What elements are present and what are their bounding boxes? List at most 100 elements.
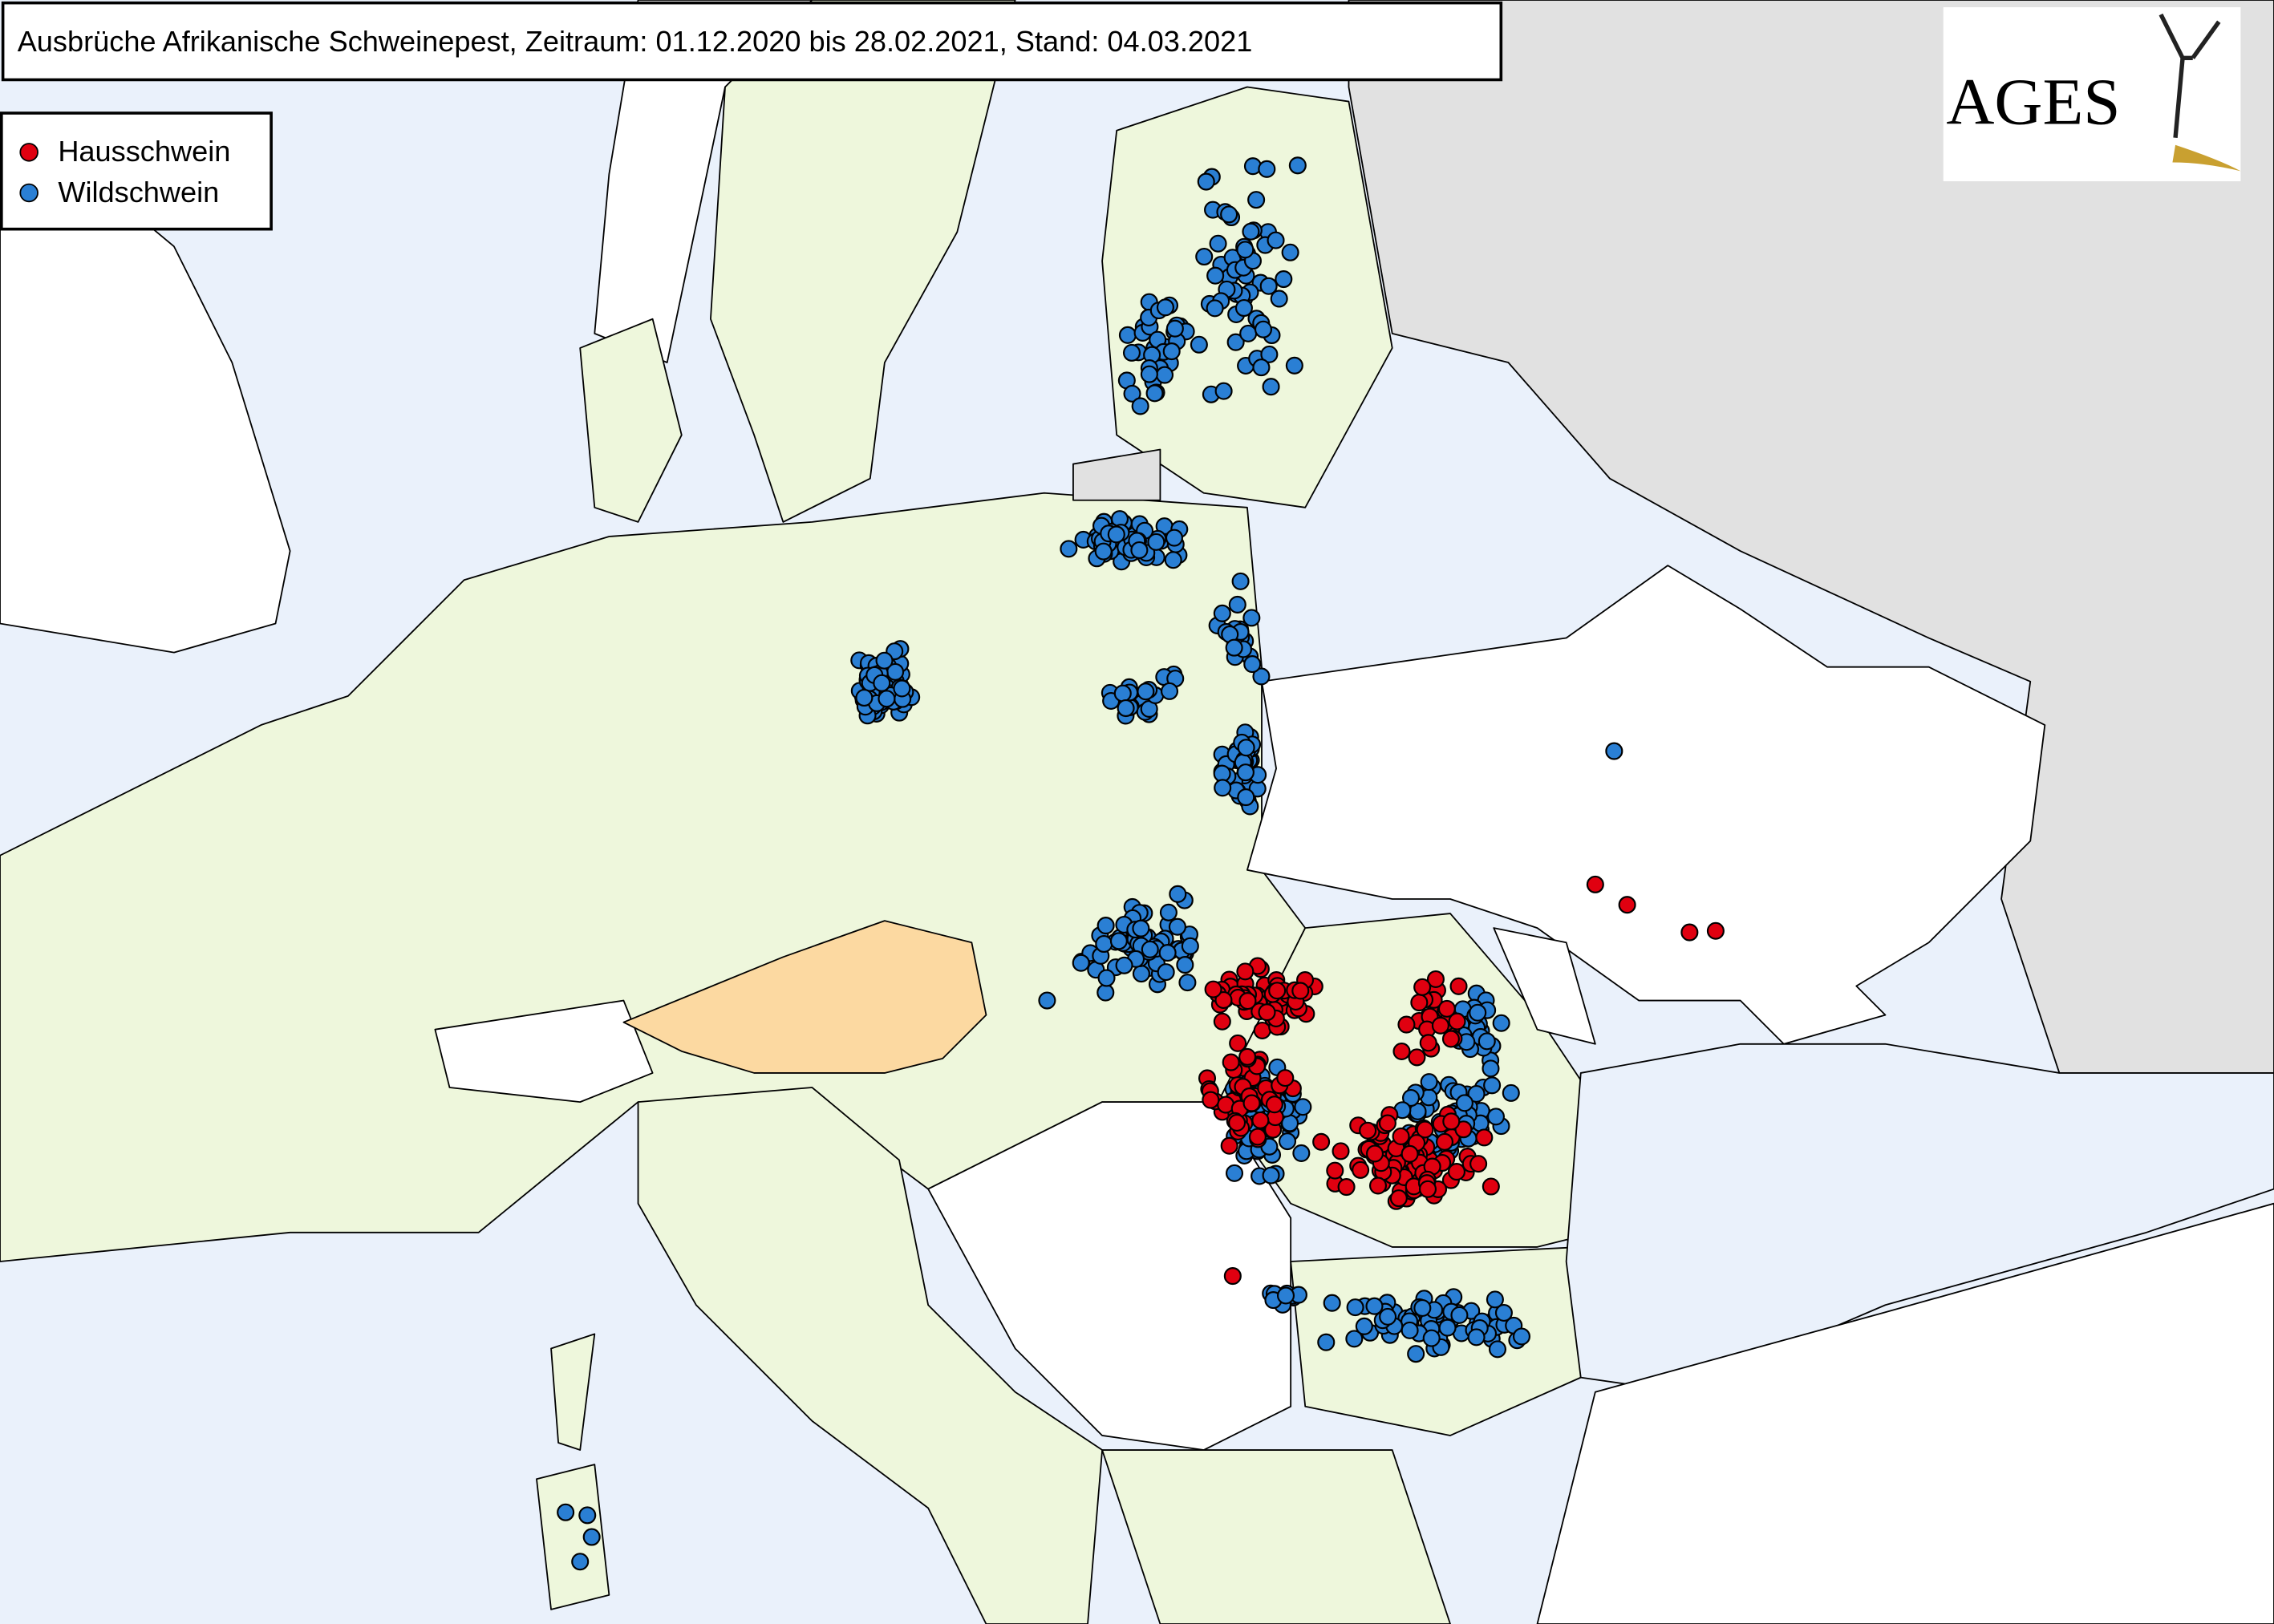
outbreak-wild xyxy=(1236,763,1255,782)
outbreak-wild xyxy=(1294,1098,1312,1116)
outbreak-domestic xyxy=(1238,1047,1257,1066)
outbreak-domestic xyxy=(1276,1069,1295,1087)
outbreak-wild xyxy=(1147,533,1165,551)
outbreak-wild xyxy=(1157,963,1175,982)
outbreak-domestic xyxy=(1449,977,1468,995)
outbreak-wild xyxy=(1162,342,1181,361)
outbreak-wild xyxy=(1483,1076,1502,1095)
outbreak-wild xyxy=(1195,247,1214,266)
logo-text: AGES xyxy=(1946,65,2120,139)
outbreak-domestic xyxy=(1447,1163,1466,1181)
outbreak-domestic xyxy=(1392,1127,1410,1145)
outbreak-wild xyxy=(1494,1303,1513,1322)
outbreak-wild xyxy=(1169,885,1187,903)
outbreak-domestic xyxy=(1482,1177,1500,1196)
legend-label: Wildschwein xyxy=(58,176,219,209)
outbreak-domestic xyxy=(1213,1012,1231,1031)
outbreak-wild xyxy=(1492,1014,1510,1032)
outbreak-wild xyxy=(1181,937,1199,955)
outbreak-wild xyxy=(1288,156,1307,175)
outbreak-wild xyxy=(1455,1094,1473,1112)
outbreak-wild xyxy=(1512,1327,1531,1346)
outbreak-wild xyxy=(1190,335,1208,354)
outbreak-wild xyxy=(1438,1318,1457,1337)
outbreak-wild xyxy=(1140,365,1158,383)
outbreak-domestic xyxy=(1326,1161,1344,1180)
outbreak-wild xyxy=(1107,525,1125,544)
outbreak-wild xyxy=(1243,655,1262,674)
title: Ausbrüche Afrikanische Schweinepest, Zei… xyxy=(18,25,1253,58)
norway xyxy=(594,0,813,363)
outbreak-wild xyxy=(1130,541,1149,559)
outbreak-wild xyxy=(1132,965,1150,983)
outbreak-wild xyxy=(1267,231,1285,249)
outbreak-domestic xyxy=(1408,1048,1426,1067)
outbreak-wild xyxy=(1262,1166,1280,1185)
outbreak-wild xyxy=(1160,682,1179,700)
outbreak-wild xyxy=(1165,529,1183,547)
outbreak-wild xyxy=(1605,742,1623,760)
outbreak-wild xyxy=(1178,974,1197,992)
outbreak-wild xyxy=(1355,1317,1373,1335)
outbreak-wild xyxy=(1097,969,1116,987)
outbreak-wild xyxy=(1346,1298,1364,1317)
outbreak-domestic xyxy=(1365,1144,1384,1163)
outbreak-wild xyxy=(1420,1073,1438,1091)
outbreak-wild xyxy=(1209,234,1227,253)
outbreak-wild xyxy=(1402,1089,1421,1108)
outbreak-wild xyxy=(1413,1298,1432,1318)
russia-belarus xyxy=(1348,0,2274,1074)
italy xyxy=(637,1087,1104,1624)
outbreak-domestic xyxy=(1291,982,1310,1000)
outbreak-wild xyxy=(1132,919,1150,938)
greece xyxy=(1101,1449,1451,1624)
outbreak-domestic xyxy=(1242,1094,1261,1112)
outbreak-wild xyxy=(1275,270,1293,289)
outbreak-domestic xyxy=(1426,970,1445,988)
title-box xyxy=(1,1,1503,82)
outbreak-wild xyxy=(1247,191,1266,209)
outbreak-wild xyxy=(878,690,896,708)
outbreak-wild xyxy=(1123,384,1141,403)
outbreak-wild xyxy=(1096,917,1115,935)
outbreak-wild xyxy=(1234,298,1253,318)
outbreak-wild xyxy=(1197,172,1215,191)
outbreak-wild xyxy=(1477,1032,1496,1051)
outbreak-wild xyxy=(1281,243,1299,261)
outbreak-domestic xyxy=(1378,1114,1396,1132)
outbreak-wild xyxy=(1165,319,1184,338)
turkey xyxy=(1536,1202,2274,1624)
outbreak-domestic xyxy=(1418,1180,1437,1198)
outbreak-domestic xyxy=(1475,1128,1494,1147)
outbreak-domestic xyxy=(1419,1034,1437,1052)
outbreak-domestic xyxy=(1368,1176,1388,1195)
outbreak-wild xyxy=(557,1503,575,1521)
outbreak-wild xyxy=(1236,241,1255,259)
outbreak-wild xyxy=(1469,1003,1487,1022)
outbreak-wild xyxy=(1407,1345,1425,1363)
outbreak-wild xyxy=(1278,1132,1297,1151)
outbreak-wild xyxy=(1259,277,1278,295)
outbreak-wild xyxy=(1488,1340,1507,1359)
outbreak-wild xyxy=(1109,932,1128,950)
outbreak-wild xyxy=(1400,1321,1419,1339)
outbreak-domestic xyxy=(1431,1016,1449,1035)
outbreak-domestic xyxy=(1332,1142,1350,1160)
outbreak-wild xyxy=(1422,1329,1441,1347)
outbreak-wild xyxy=(1206,266,1225,285)
outbreak-wild xyxy=(875,651,894,670)
outbreak-domestic xyxy=(1220,1136,1238,1155)
outbreak-wild xyxy=(1225,1164,1244,1182)
outbreak-domestic xyxy=(1258,1003,1276,1022)
outbreak-wild xyxy=(1038,991,1056,1010)
outbreak-wild xyxy=(1252,667,1271,686)
legend-swatch xyxy=(19,183,39,203)
outbreak-wild xyxy=(1237,739,1255,757)
outbreak-domestic xyxy=(1618,896,1636,914)
outbreak-wild xyxy=(1072,954,1090,972)
outbreak-domestic xyxy=(1469,1155,1488,1173)
outbreak-wild xyxy=(1379,1307,1397,1326)
outbreak-wild xyxy=(1502,1083,1520,1102)
